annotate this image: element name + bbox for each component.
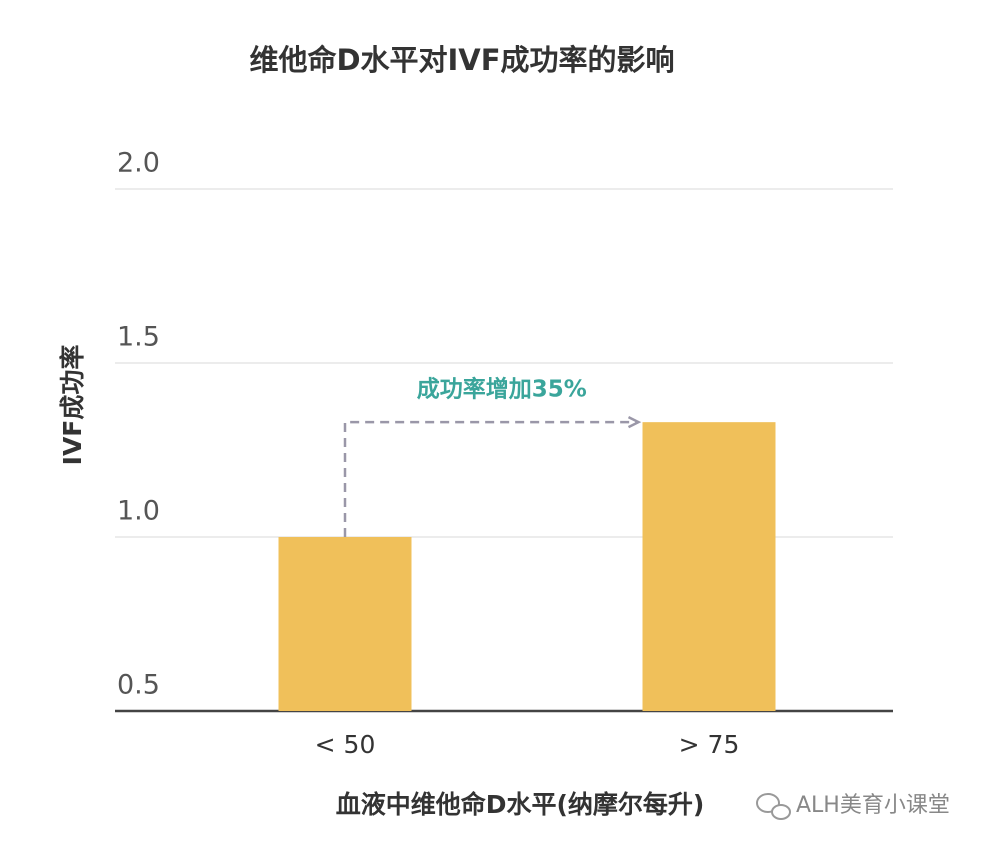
y-tick-label: 1.0 <box>117 496 160 527</box>
watermark-icon <box>756 793 791 820</box>
bar <box>278 537 412 711</box>
x-tick-label: < 50 <box>315 730 376 759</box>
annotation-arrow <box>343 420 639 537</box>
x-tick-label: > 75 <box>679 730 740 759</box>
y-tick-label: 1.5 <box>117 322 160 353</box>
y-tick-label: 0.5 <box>117 670 160 701</box>
watermark: ALH美育小课堂 <box>796 793 950 818</box>
y-axis-label: IVF成功率 <box>58 345 87 466</box>
annotation: 成功率增加35% <box>417 376 587 403</box>
y-tick-label: 2.0 <box>117 148 160 179</box>
x-axis-label: 血液中维他命D水平(纳摩尔每升) <box>336 790 705 819</box>
annotation-arrowhead <box>627 416 642 429</box>
bar <box>642 422 776 711</box>
chart-title: 维他命D水平对IVF成功率的影响 <box>249 43 674 77</box>
